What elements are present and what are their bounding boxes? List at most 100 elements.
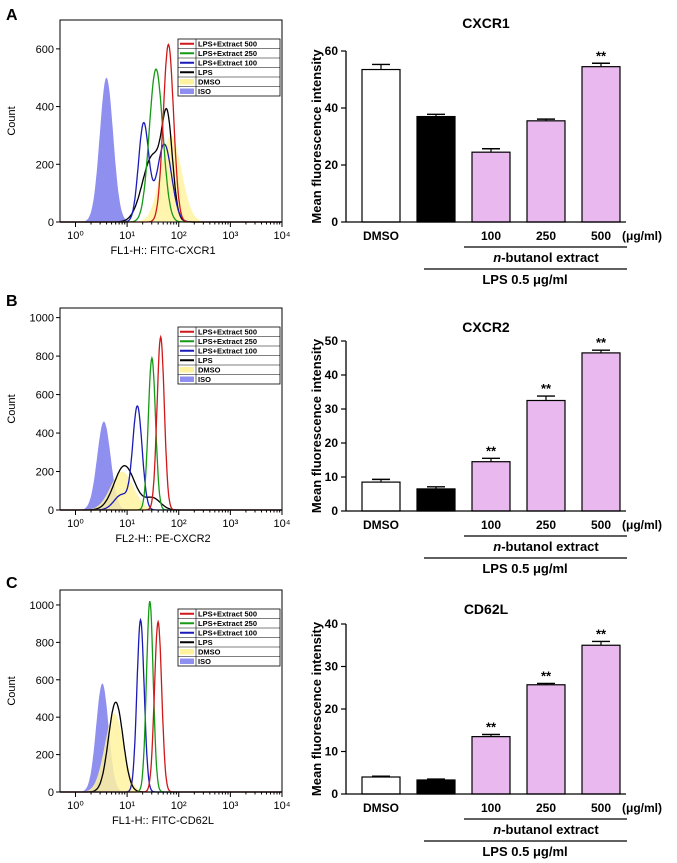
- legend-swatch-iso: [180, 658, 194, 664]
- x-tick-label: 10¹: [119, 230, 135, 242]
- y-tick-label: 400: [36, 102, 54, 114]
- legend-swatch-dmso: [180, 79, 194, 85]
- group-label-extract: n-butanol extract: [493, 539, 599, 554]
- legend-label: LPS: [198, 68, 213, 77]
- bar: [361, 776, 401, 795]
- y-tick-label: 0: [48, 505, 54, 517]
- x-tick-label: 10⁰: [67, 230, 84, 242]
- y-tick-label: 800: [36, 351, 54, 363]
- group-label-text: -butanol extract: [501, 822, 599, 837]
- y-tick-label: 10: [325, 745, 339, 759]
- group-label-lps: LPS 0.5 μg/ml: [482, 272, 567, 287]
- chart-title: CD62L: [464, 601, 509, 617]
- legend-label: LPS+Extract 250: [198, 619, 257, 628]
- histogram-curve-iso: [60, 77, 282, 222]
- bar: [361, 68, 401, 223]
- bar: [471, 151, 511, 223]
- y-tick-label: 400: [36, 712, 54, 724]
- legend-label: DMSO: [198, 648, 221, 657]
- group-label-extract: n-butanol extract: [493, 250, 599, 265]
- y-tick-label: 200: [36, 467, 54, 479]
- chart-title: CXCR2: [462, 319, 510, 335]
- significance-label: **: [486, 443, 497, 458]
- histogram-curve-dmso: [60, 135, 282, 222]
- y-tick-label: 60: [325, 44, 339, 58]
- y-axis-label: Count: [6, 106, 18, 135]
- histogram-curve-dmso: [60, 713, 282, 792]
- category-label: 100: [481, 518, 501, 532]
- group-label-lps: LPS 0.5 μg/ml: [482, 844, 567, 859]
- significance-label: **: [541, 669, 552, 684]
- category-label: 250: [536, 801, 556, 815]
- group-label-text: -butanol extract: [501, 250, 599, 265]
- y-tick-label: 20: [325, 702, 339, 716]
- group-label-italic: n: [493, 250, 501, 265]
- significance-label: **: [541, 381, 552, 396]
- unit-label: (μg/ml): [622, 518, 662, 532]
- legend-label: DMSO: [198, 366, 221, 375]
- legend-label: LPS+Extract 500: [198, 328, 257, 337]
- y-tick-label: 40: [325, 617, 339, 631]
- legend-label: LPS+Extract 500: [198, 40, 257, 49]
- x-tick-label: 10³: [222, 800, 238, 812]
- bar: [581, 644, 621, 795]
- bar: [416, 115, 456, 223]
- legend-label: ISO: [198, 657, 211, 666]
- significance-label: **: [596, 335, 607, 350]
- y-tick-label: 200: [36, 159, 54, 171]
- bar-chart: CXCR1 Mean fluorescence intensity DMSO 100 2…: [309, 15, 662, 287]
- x-tick-label: 10³: [222, 518, 238, 530]
- category-label: 250: [536, 518, 556, 532]
- y-tick-label: 800: [36, 637, 54, 649]
- category-label: 100: [481, 229, 501, 243]
- group-label-text: -butanol extract: [501, 539, 599, 554]
- bar: [471, 461, 511, 512]
- y-tick-label: 1000: [30, 313, 54, 325]
- y-axis-label: Mean fluorescence intensity: [309, 338, 324, 513]
- y-tick-label: 20: [325, 158, 339, 172]
- category-label: 100: [481, 801, 501, 815]
- y-tick-label: 0: [48, 217, 54, 229]
- y-tick-label: 600: [36, 675, 54, 687]
- group-label-italic: n: [493, 822, 501, 837]
- legend-swatch-dmso: [180, 649, 194, 655]
- y-tick-label: 400: [36, 428, 54, 440]
- y-tick-label: 0: [331, 504, 338, 518]
- legend-label: LPS+Extract 250: [198, 337, 257, 346]
- legend-swatch-iso: [180, 88, 194, 94]
- x-tick-label: 10⁴: [274, 800, 291, 812]
- y-tick-label: 0: [48, 787, 54, 799]
- bar: [361, 481, 401, 512]
- x-tick-label: 10²: [171, 800, 187, 812]
- panel-letter: B: [6, 293, 18, 310]
- y-tick-label: 40: [325, 101, 339, 115]
- group-label-extract: n-butanol extract: [493, 822, 599, 837]
- category-label: DMSO: [363, 229, 399, 243]
- bar: [526, 120, 566, 223]
- bar-chart: CD62L Mean fluorescence intensity DMSO ** 10…: [309, 601, 662, 859]
- y-tick-label: 1000: [30, 600, 54, 612]
- histogram-curve-iso: [60, 683, 282, 792]
- x-tick-label: 10²: [171, 518, 187, 530]
- legend-label: LPS+Extract 250: [198, 49, 257, 58]
- legend-label: LPS+Extract 100: [198, 59, 257, 68]
- legend-label: LPS+Extract 500: [198, 610, 257, 619]
- panel-letter: A: [6, 7, 18, 24]
- significance-label: **: [486, 720, 497, 735]
- x-tick-label: 10⁰: [67, 800, 84, 812]
- legend-label: LPS+Extract 100: [198, 347, 257, 356]
- chart-title: CXCR1: [462, 15, 510, 31]
- unit-label: (μg/ml): [622, 229, 662, 243]
- y-tick-label: 50: [325, 334, 339, 348]
- bar: [581, 66, 621, 223]
- legend-label: ISO: [198, 375, 211, 384]
- significance-label: **: [596, 626, 607, 641]
- histogram-curve-iso: [60, 421, 282, 510]
